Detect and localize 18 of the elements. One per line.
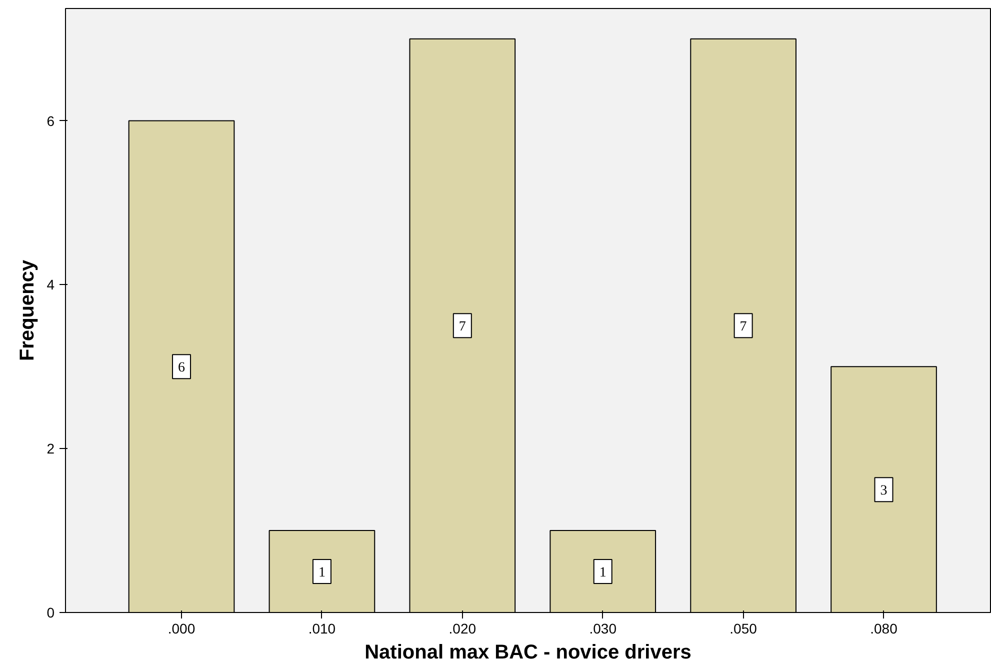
y-axis-title: Frequency bbox=[16, 259, 39, 362]
y-tick-label: 0 bbox=[46, 604, 55, 620]
data-label: 1 bbox=[318, 566, 326, 581]
y-tick-label: 6 bbox=[46, 112, 55, 129]
x-tick-label: .020 bbox=[448, 620, 476, 636]
x-tick-label: .010 bbox=[308, 620, 336, 636]
data-label: 6 bbox=[178, 360, 186, 376]
data-label: 7 bbox=[740, 320, 747, 335]
data-label: 3 bbox=[880, 484, 888, 499]
x-tick-label: .030 bbox=[589, 620, 617, 636]
x-axis-title: National max BAC - novice drivers bbox=[364, 642, 692, 664]
x-tick-label: .080 bbox=[870, 620, 898, 636]
data-label: 7 bbox=[458, 320, 466, 335]
y-tick-label: 2 bbox=[46, 440, 55, 457]
x-tick-label: .000 bbox=[168, 620, 196, 636]
data-label: 1 bbox=[599, 566, 606, 581]
x-tick-label: .050 bbox=[730, 620, 758, 636]
y-tick-label: 4 bbox=[46, 276, 55, 293]
